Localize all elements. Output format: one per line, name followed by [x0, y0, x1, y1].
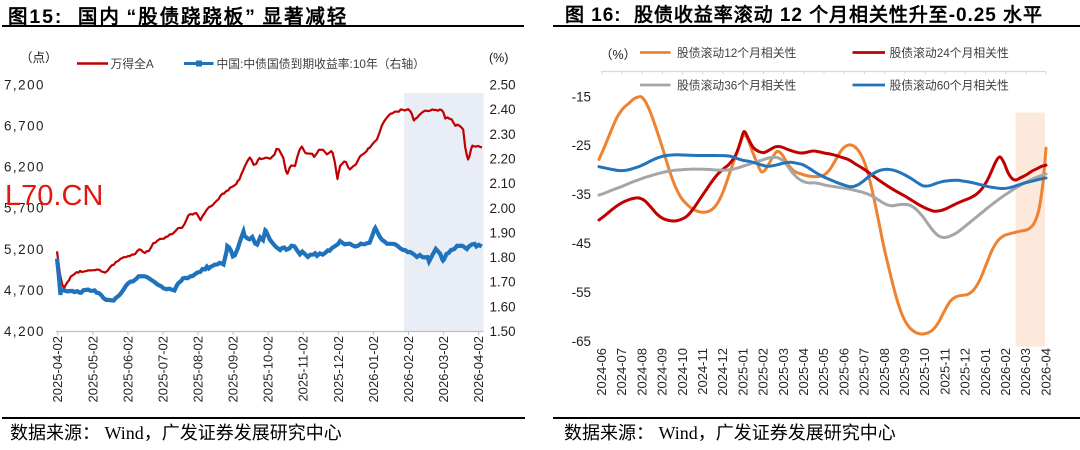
svg-text:2025-07-02: 2025-07-02 — [155, 336, 170, 403]
svg-text:5,700: 5,700 — [4, 201, 45, 216]
svg-text:1.80: 1.80 — [490, 250, 516, 265]
svg-text:2024-12: 2024-12 — [715, 348, 730, 396]
svg-text:2026-02: 2026-02 — [998, 348, 1013, 396]
svg-text:股债滚动60个月相关性: 股债滚动60个月相关性 — [890, 79, 1009, 93]
svg-text:2025-12: 2025-12 — [958, 348, 973, 396]
svg-text:1.60: 1.60 — [490, 299, 516, 314]
svg-text:2.50: 2.50 — [490, 78, 516, 93]
svg-text:2025-09: 2025-09 — [897, 348, 912, 396]
svg-text:2025-10: 2025-10 — [917, 348, 932, 396]
svg-text:4,200: 4,200 — [4, 324, 45, 339]
svg-text:2.40: 2.40 — [490, 102, 516, 117]
svg-text:1.90: 1.90 — [490, 225, 516, 240]
svg-text:2026-03: 2026-03 — [1018, 348, 1033, 396]
svg-text:2025-04: 2025-04 — [796, 348, 811, 396]
svg-text:-45: -45 — [572, 236, 591, 251]
svg-text:2025-04-02: 2025-04-02 — [50, 336, 65, 403]
svg-text:-15: -15 — [572, 89, 591, 104]
svg-text:2025-02: 2025-02 — [756, 348, 771, 396]
svg-text:2025-11-02: 2025-11-02 — [296, 336, 311, 402]
svg-text:2025-08: 2025-08 — [877, 348, 892, 396]
svg-text:2024-11: 2024-11 — [695, 348, 710, 395]
svg-text:2024-10: 2024-10 — [675, 348, 690, 396]
svg-text:2024-06: 2024-06 — [594, 348, 609, 396]
svg-text:2.10: 2.10 — [490, 176, 516, 191]
svg-text:2024-09: 2024-09 — [655, 348, 670, 396]
svg-text:(%): (%) — [489, 51, 508, 65]
svg-text:2025-05-02: 2025-05-02 — [85, 336, 100, 403]
svg-text:5,200: 5,200 — [4, 242, 45, 257]
svg-text:（点）: （点） — [20, 51, 58, 65]
svg-text:2025-11: 2025-11 — [937, 348, 952, 395]
svg-text:-55: -55 — [572, 285, 591, 300]
svg-text:2025-06-02: 2025-06-02 — [120, 336, 135, 403]
svg-text:6,200: 6,200 — [4, 160, 45, 175]
svg-text:2024-08: 2024-08 — [634, 348, 649, 396]
svg-text:-65: -65 — [572, 334, 591, 349]
svg-text:-35: -35 — [572, 187, 591, 202]
svg-text:股债滚动12个月相关性: 股债滚动12个月相关性 — [677, 46, 796, 60]
svg-text:2.20: 2.20 — [490, 151, 516, 166]
svg-text:2024-07: 2024-07 — [614, 348, 629, 396]
svg-text:1.70: 1.70 — [490, 275, 516, 290]
svg-text:股债滚动36个月相关性: 股债滚动36个月相关性 — [677, 79, 796, 93]
svg-text:4,700: 4,700 — [4, 283, 45, 298]
svg-text:中国:中债国债到期收益率:10年（右轴）: 中国:中债国债到期收益率:10年（右轴） — [217, 57, 425, 71]
svg-text:2025-07: 2025-07 — [857, 348, 872, 396]
svg-text:7,200: 7,200 — [4, 78, 45, 93]
svg-text:2025-12-02: 2025-12-02 — [331, 336, 346, 403]
svg-text:2025-05: 2025-05 — [816, 348, 831, 396]
svg-text:1.50: 1.50 — [490, 324, 516, 339]
svg-text:2025-09-02: 2025-09-02 — [226, 336, 241, 403]
svg-text:（%）: （%） — [600, 48, 636, 62]
svg-text:6,700: 6,700 — [4, 119, 45, 134]
svg-text:2.30: 2.30 — [490, 127, 516, 142]
svg-text:2026-04: 2026-04 — [1038, 348, 1053, 396]
svg-text:2026-03-02: 2026-03-02 — [436, 336, 451, 403]
svg-text:2025-03: 2025-03 — [776, 348, 791, 396]
svg-text:2026-02-02: 2026-02-02 — [401, 336, 416, 403]
svg-text:2025-08-02: 2025-08-02 — [191, 336, 206, 403]
svg-text:2026-01-02: 2026-01-02 — [366, 336, 381, 403]
svg-text:-25: -25 — [572, 138, 591, 153]
svg-text:2025-01: 2025-01 — [735, 348, 750, 396]
svg-text:2026-04-02: 2026-04-02 — [471, 336, 486, 403]
svg-text:L70.CN: L70.CN — [5, 180, 103, 212]
svg-text:万得全A: 万得全A — [111, 57, 154, 71]
svg-text:2.00: 2.00 — [490, 201, 516, 216]
svg-text:2026-01: 2026-01 — [978, 348, 993, 396]
svg-text:2025-06: 2025-06 — [836, 348, 851, 396]
svg-text:股债滚动24个月相关性: 股债滚动24个月相关性 — [890, 46, 1009, 60]
svg-text:2025-10-02: 2025-10-02 — [261, 336, 276, 403]
